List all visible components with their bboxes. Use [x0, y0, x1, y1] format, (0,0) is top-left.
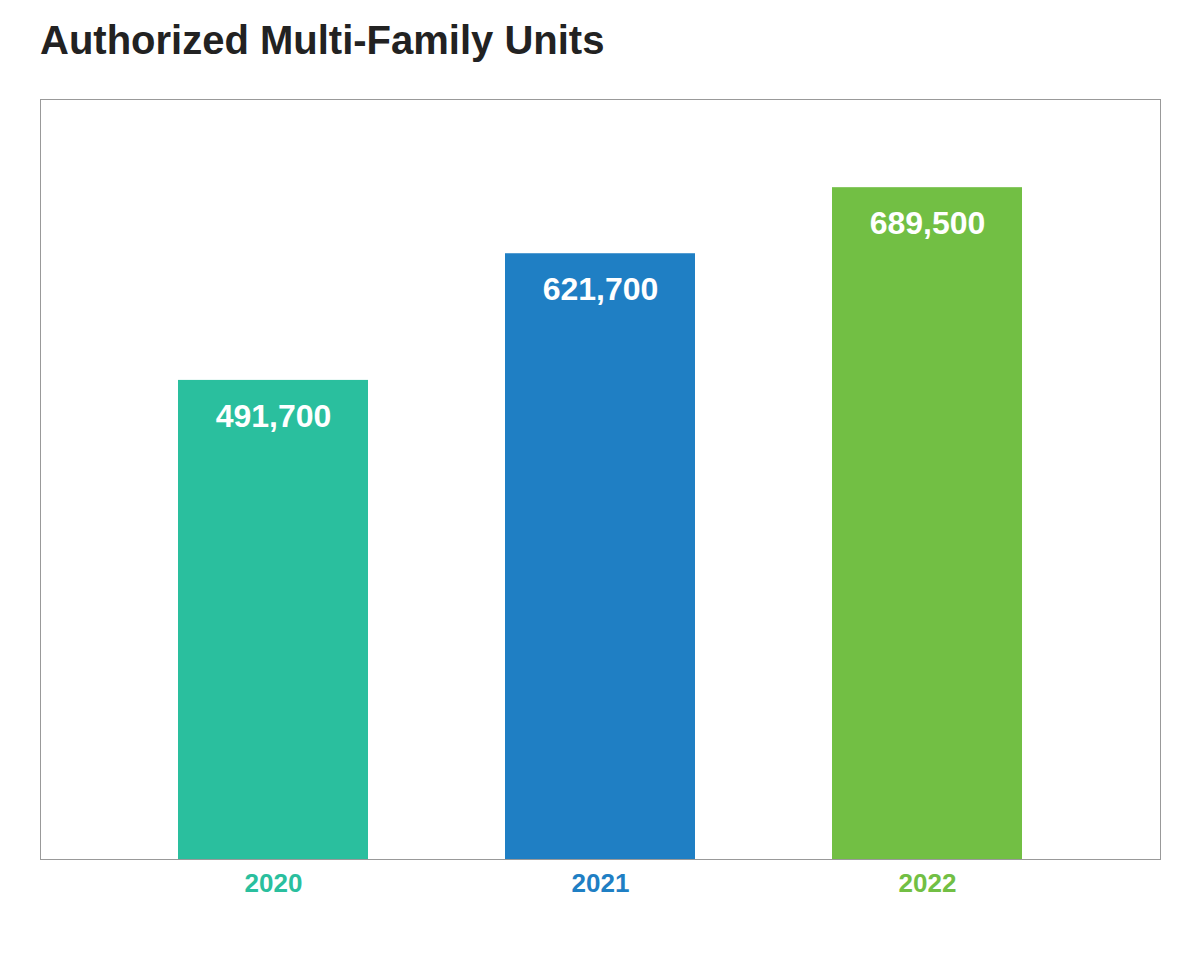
- svg-text:491,700: 491,700: [216, 398, 332, 434]
- svg-text:621,700: 621,700: [543, 271, 659, 307]
- svg-text:2022: 2022: [899, 868, 957, 898]
- svg-text:2020: 2020: [245, 868, 303, 898]
- svg-text:689,500: 689,500: [870, 205, 986, 241]
- svg-text:2021: 2021: [572, 868, 630, 898]
- html-text:Authorized Multi-Family Units: Authorized Multi-Family Units: [40, 18, 605, 62]
